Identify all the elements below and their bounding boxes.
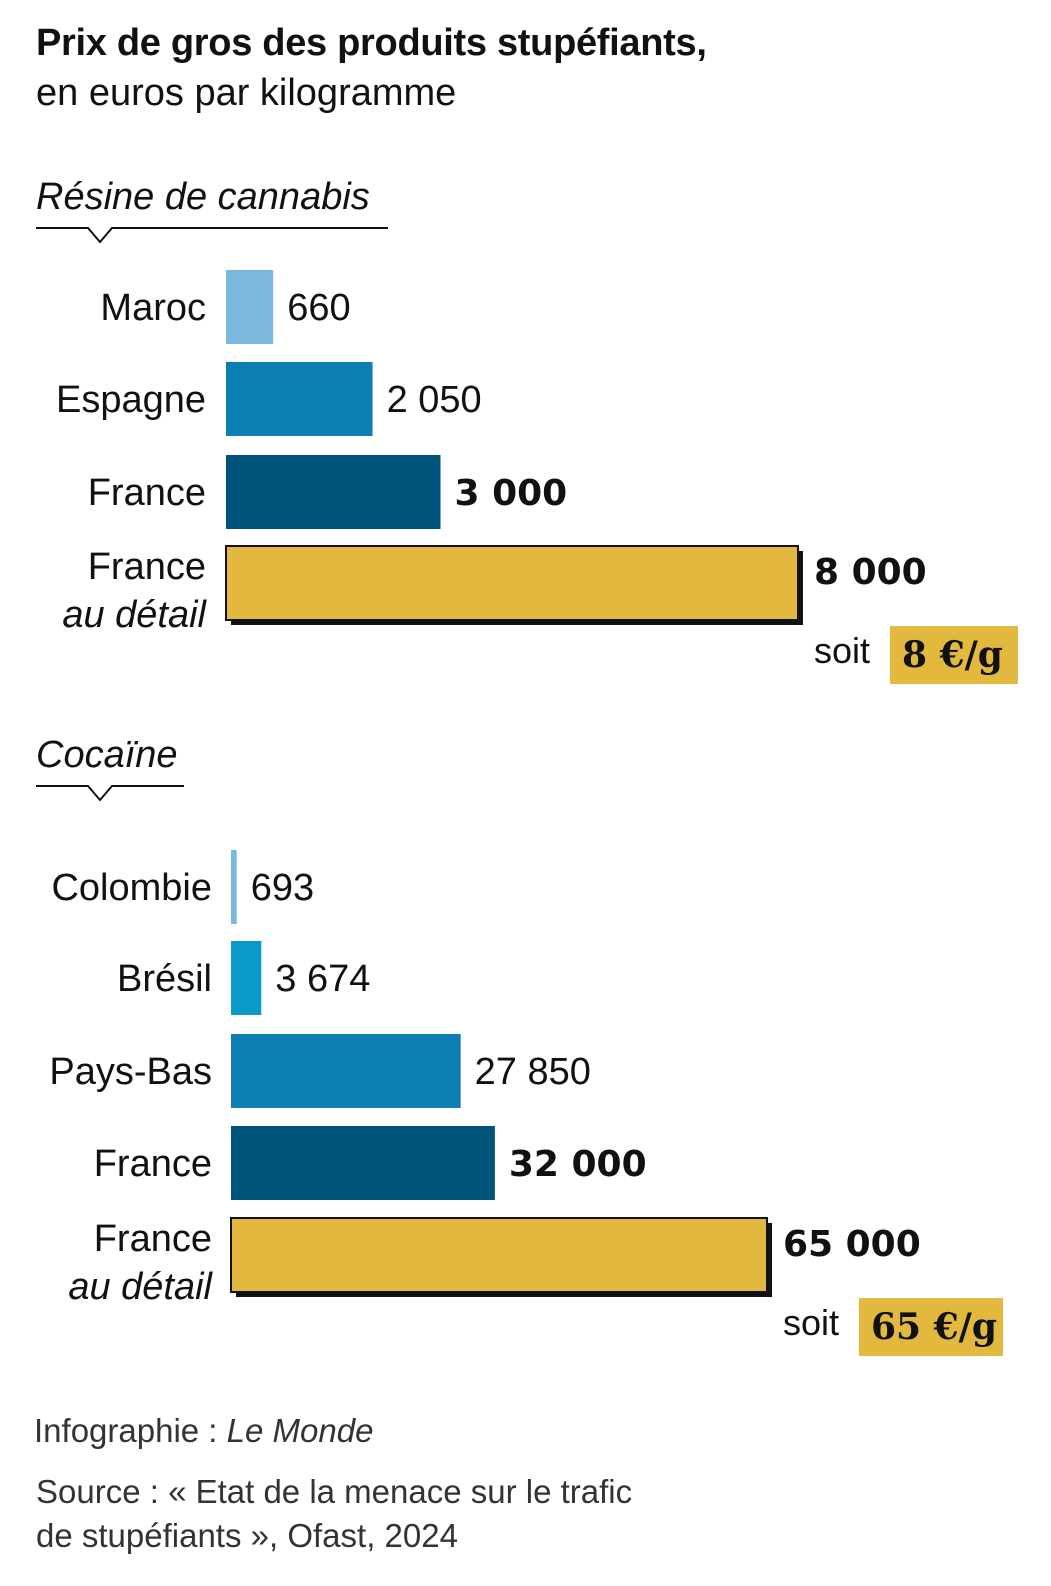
category-label: France xyxy=(88,546,206,588)
bar-row: Colombie 693 xyxy=(51,850,314,924)
note-highlight xyxy=(890,626,1018,684)
note-value: 65 €/g xyxy=(871,1306,997,1348)
value-label: 3 674 xyxy=(275,958,370,1000)
bar xyxy=(226,455,441,529)
value-label: 32 000 xyxy=(509,1144,647,1185)
category-label: Espagne xyxy=(56,379,206,421)
bar xyxy=(226,270,274,344)
credit-prefix: Infographie : xyxy=(34,1412,227,1449)
category-sublabel: au détail xyxy=(68,1266,213,1308)
section-title-cocaine: Cocaïne xyxy=(36,734,178,776)
credit-line: Infographie : Le Monde xyxy=(34,1412,373,1450)
category-label: Pays-Bas xyxy=(49,1051,212,1093)
category-label: France xyxy=(94,1218,212,1260)
value-label: 660 xyxy=(287,287,350,329)
category-sublabel: au détail xyxy=(62,594,207,636)
bar xyxy=(226,362,373,436)
cannabis-bar-chart: Maroc 660 Espagne 2 050 France 3 000 France au … xyxy=(56,270,1018,684)
value-label: 693 xyxy=(251,867,314,909)
section-underline-cocaine xyxy=(36,785,184,802)
bar-row: Pays-Bas 27 850 xyxy=(49,1034,591,1108)
bar xyxy=(225,545,799,621)
source-line-1: Source : « Etat de la menace sur le traf… xyxy=(36,1473,633,1510)
value-label: 8 000 xyxy=(814,552,927,593)
bar-row: France 3 000 xyxy=(88,455,568,529)
note-prefix: soit xyxy=(814,630,870,671)
bar xyxy=(231,1126,495,1200)
bar-row: France au détail 8 000 xyxy=(62,545,927,636)
bar-row: Brésil 3 674 xyxy=(117,941,370,1015)
value-label: 27 850 xyxy=(475,1051,591,1093)
bar-row: Espagne 2 050 xyxy=(56,362,482,436)
bar-row: France 32 000 xyxy=(94,1126,647,1200)
bar xyxy=(231,1034,461,1108)
category-label: Maroc xyxy=(100,287,206,329)
category-label: Colombie xyxy=(51,867,212,909)
chart-subtitle: en euros par kilogramme xyxy=(36,72,457,114)
section-title-cannabis: Résine de cannabis xyxy=(36,176,370,218)
bar-row: Maroc 660 xyxy=(100,270,351,344)
bar-row: France au détail 65 000 xyxy=(68,1217,921,1308)
bar xyxy=(231,850,237,924)
note-highlight xyxy=(859,1298,1003,1356)
source-line-2: de stupéfiants », Ofast, 2024 xyxy=(36,1517,458,1554)
value-label: 65 000 xyxy=(783,1224,921,1265)
note-value: 8 €/g xyxy=(902,634,1003,676)
credit-name: Le Monde xyxy=(226,1412,374,1449)
value-label: 2 050 xyxy=(387,379,482,421)
section-underline-cannabis xyxy=(36,227,388,244)
category-label: France xyxy=(88,472,206,514)
bar xyxy=(231,941,262,1015)
note-prefix: soit xyxy=(783,1302,839,1343)
category-label: Brésil xyxy=(117,958,212,1000)
category-label: France xyxy=(94,1143,212,1185)
bar xyxy=(230,1217,768,1293)
cocaine-bar-chart: Colombie 693 Brésil 3 674 Pays-Bas 27 850 Fran… xyxy=(49,850,1003,1356)
value-label: 3 000 xyxy=(455,473,568,514)
chart-title: Prix de gros des produits stupéfiants, xyxy=(36,22,707,64)
source-note: Source : « Etat de la menace sur le traf… xyxy=(36,1470,736,1558)
